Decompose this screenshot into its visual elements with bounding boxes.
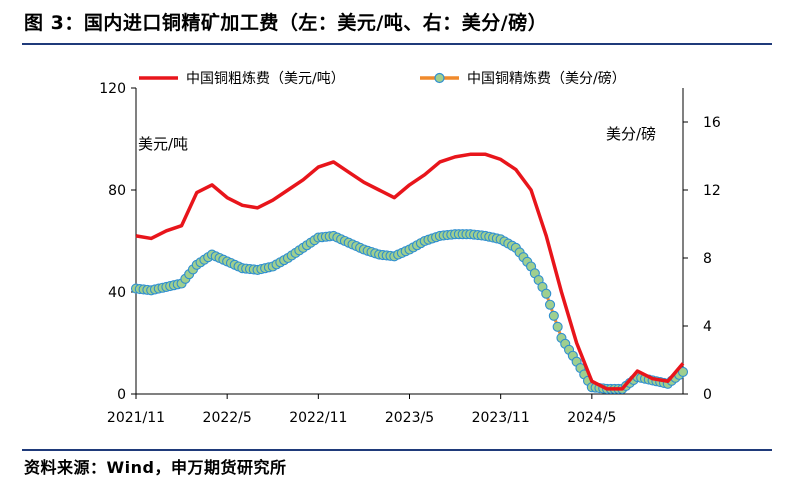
series-rc-point — [552, 321, 563, 332]
right-axis-unit-label: 美分/磅 — [606, 125, 656, 143]
series-rc-point — [541, 288, 552, 299]
left-tick-label: 40 — [108, 285, 126, 301]
series-rc-point — [544, 299, 556, 310]
chart-title: 图 3：国内进口铜精矿加工费（左：美元/吨、右：美分/磅） — [24, 12, 548, 34]
series-rc-point — [677, 366, 689, 377]
series-rc-group — [130, 229, 689, 394]
top-rule — [22, 43, 772, 45]
x-tick-label: 2023/5 — [385, 410, 434, 426]
source-note: 资料来源：Wind，申万期货研究所 — [24, 458, 287, 477]
legend-tc-label: 中国铜粗炼费（美元/吨） — [186, 71, 345, 87]
right-tick-label: 16 — [703, 115, 721, 131]
x-tick-label: 2022/5 — [203, 410, 252, 426]
right-tick-label: 0 — [703, 387, 712, 403]
series-rc-point — [548, 310, 559, 321]
x-axis-ticks: 2021/11 2022/5 2022/11 2023/5 2023/11 2024/5 — [107, 394, 616, 426]
legend: 中国铜粗炼费（美元/吨） 中国铜精炼费（美分/磅） — [139, 70, 626, 87]
right-tick-label: 12 — [703, 183, 721, 199]
axes — [135, 88, 684, 395]
x-tick-label: 2022/11 — [289, 410, 347, 426]
right-tick-label: 8 — [703, 251, 712, 267]
left-tick-label: 80 — [108, 183, 126, 199]
x-tick-label: 2021/11 — [107, 410, 165, 426]
left-tick-label: 120 — [99, 81, 126, 97]
right-axis-ticks: 0 4 8 12 16 — [683, 115, 721, 403]
series-tc-group — [135, 152, 685, 391]
legend-rc-marker — [434, 72, 445, 84]
left-axis-ticks: 0 40 80 120 — [99, 81, 136, 403]
right-tick-label: 4 — [703, 319, 712, 335]
left-axis-unit-label: 美元/吨 — [138, 135, 188, 153]
x-tick-label: 2024/5 — [567, 410, 616, 426]
bottom-rule — [22, 449, 772, 451]
left-tick-label: 0 — [117, 387, 126, 403]
x-tick-label: 2023/11 — [472, 410, 530, 426]
series-tc-line — [135, 152, 685, 391]
legend-rc-label: 中国铜精炼费（美分/磅） — [467, 70, 626, 87]
